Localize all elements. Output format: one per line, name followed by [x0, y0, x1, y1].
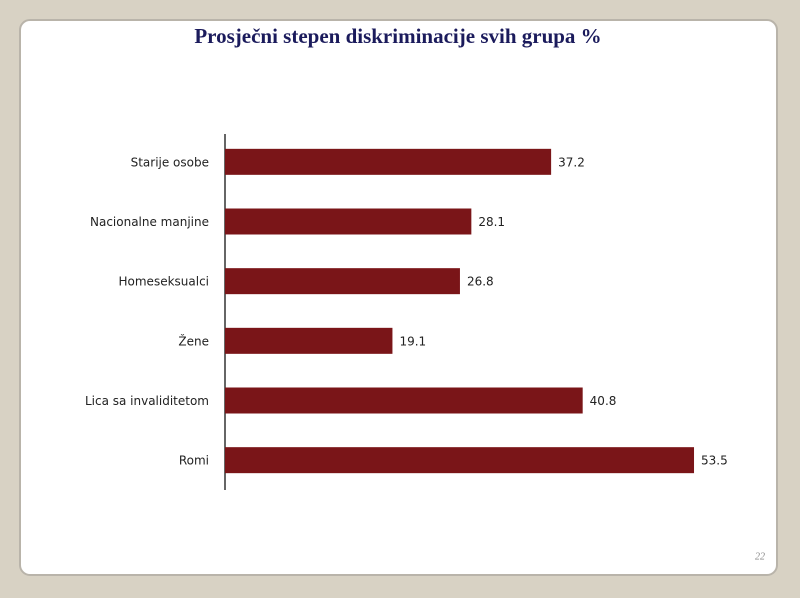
data-label: 26.8: [467, 275, 494, 289]
y-tick-label: Nacionalne manjine: [90, 215, 209, 229]
bar: [225, 268, 460, 295]
y-tick-label: Romi: [179, 454, 209, 468]
y-tick-label: Žene: [178, 333, 209, 348]
slide-number: 22: [755, 551, 765, 562]
bar: [225, 447, 695, 474]
data-label: 40.8: [590, 394, 617, 408]
y-tick-label: Starije osobe: [131, 155, 209, 169]
data-label: 28.1: [478, 215, 505, 229]
y-tick-label: Homeseksualci: [119, 275, 210, 289]
bar: [225, 208, 472, 235]
data-label: 53.5: [701, 454, 728, 468]
data-label: 19.1: [399, 334, 426, 348]
bar: [225, 327, 393, 354]
bar: [225, 387, 583, 414]
data-label: 37.2: [558, 155, 585, 169]
y-tick-label: Lica sa invaliditetom: [85, 394, 209, 408]
slide-panel: [19, 19, 778, 576]
bar: [225, 148, 552, 175]
chart-title: Prosječni stepen diskriminacije svih gru…: [194, 24, 601, 48]
